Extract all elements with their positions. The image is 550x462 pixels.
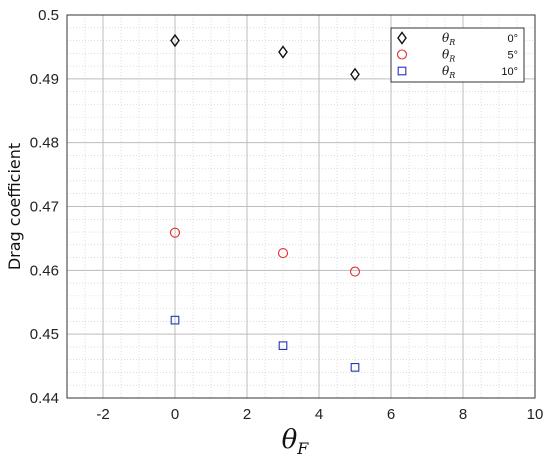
legend-marker-circle xyxy=(396,49,408,60)
legend-label-subscript: R xyxy=(448,38,455,47)
x-tick-label: 10 xyxy=(527,406,544,423)
x-axis-ticks: -2 0 2 4 6 8 10 xyxy=(96,406,543,423)
data-point-square xyxy=(170,315,180,325)
legend-label-symbol: θ xyxy=(442,48,450,62)
x-axis-label-subscript: F xyxy=(296,439,309,458)
data-point-diamond xyxy=(350,67,360,82)
data-points xyxy=(169,33,361,372)
x-tick-label: 0 xyxy=(171,406,179,423)
legend-label: θR xyxy=(442,31,455,47)
data-point-square xyxy=(350,363,360,372)
x-tick-label: -2 xyxy=(96,406,109,423)
x-tick-label: 2 xyxy=(243,406,251,423)
x-tick-label: 8 xyxy=(459,406,467,423)
x-axis-label: θF xyxy=(282,425,310,458)
data-point-circle xyxy=(277,248,289,259)
x-axis-label-symbol: θ xyxy=(282,425,298,455)
legend: θR 0°θR 5°θR 10° xyxy=(390,27,525,83)
data-point-circle xyxy=(169,227,181,238)
legend-value: 0° xyxy=(507,33,518,45)
legend-label-symbol: θ xyxy=(442,64,450,78)
y-tick-label: 0.47 xyxy=(30,199,59,216)
y-tick-label: 0.45 xyxy=(30,326,59,343)
legend-value: 10° xyxy=(501,66,518,78)
legend-box xyxy=(390,27,525,83)
legend-marker-diamond xyxy=(397,31,407,45)
data-point-circle xyxy=(349,266,361,277)
data-point-diamond xyxy=(278,45,288,59)
legend-label-symbol: θ xyxy=(442,31,450,45)
legend-value: 5° xyxy=(507,50,518,62)
y-axis-label: Drag coefficient xyxy=(5,143,24,270)
legend-label-subscript: R xyxy=(448,55,455,64)
y-axis-ticks: 0.44 0.45 0.46 0.47 0.48 0.49 0.5 xyxy=(30,7,59,407)
x-tick-label: 6 xyxy=(387,406,395,423)
y-tick-label: 0.46 xyxy=(30,262,59,279)
y-tick-label: 0.49 xyxy=(30,71,59,88)
legend-label-subscript: R xyxy=(448,71,455,80)
legend-marker-square xyxy=(397,66,407,76)
x-tick-label: 4 xyxy=(315,406,323,423)
y-tick-label: 0.5 xyxy=(38,7,59,24)
data-point-square xyxy=(278,341,288,351)
legend-label: θR xyxy=(442,64,455,80)
plot-frame xyxy=(66,14,536,399)
y-tick-label: 0.44 xyxy=(30,390,59,407)
data-point-diamond xyxy=(170,33,180,48)
y-tick-label: 0.48 xyxy=(30,135,59,152)
legend-label: θR xyxy=(442,48,455,64)
